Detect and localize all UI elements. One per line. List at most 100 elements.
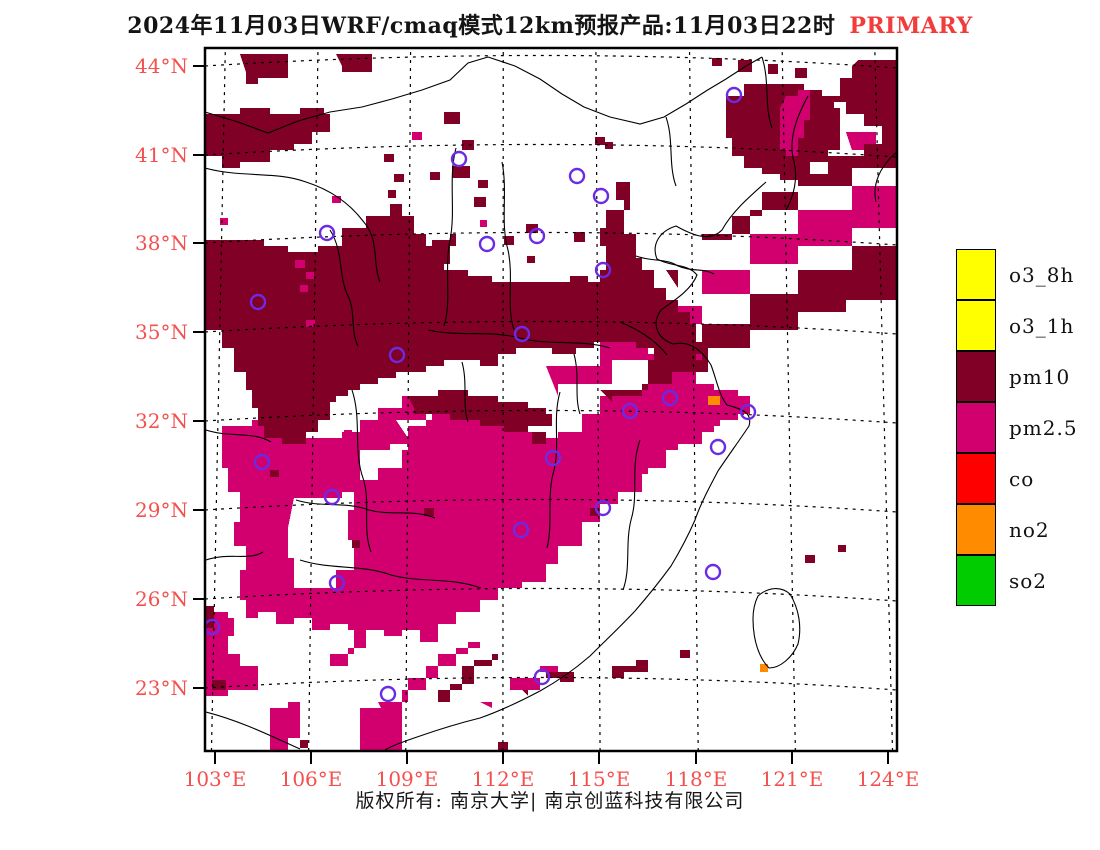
legend-swatch-so2 <box>956 554 996 606</box>
axis-ticks-labels: 44°N 41°N 38°N 35°N 32°N 29°N 26°N 23°N 103°E 106… <box>135 54 919 791</box>
legend-label-o3_8h: o3_8h <box>1009 262 1075 287</box>
lon-label-106°E: 106°E <box>280 767 343 791</box>
province-boundary-1 <box>487 56 763 125</box>
city-marker-3 <box>592 187 610 205</box>
meridian-115°E <box>595 49 601 750</box>
patch-pm2.5-39 <box>412 132 422 140</box>
patch-pm2.5-35 <box>300 285 308 292</box>
lat-label-23°N: 23°N <box>135 676 188 700</box>
city-marker-24 <box>704 563 722 581</box>
patch-pm2.5-38 <box>332 196 341 203</box>
region-pm2.5-6 <box>206 612 258 696</box>
patch-pm10-2 <box>452 166 470 178</box>
patch-pm10-32 <box>498 742 508 750</box>
province-boundary-21 <box>635 255 715 275</box>
city-marker-19 <box>594 499 612 517</box>
city-marker-8 <box>388 346 406 364</box>
map-layers <box>206 54 896 750</box>
patch-pm10-7 <box>388 190 396 198</box>
patch-pm10-24 <box>212 680 226 690</box>
province-boundary-23 <box>573 353 581 415</box>
legend-label-o3_1h: o3_1h <box>1009 313 1075 338</box>
region-pm2.5-11 <box>360 708 402 750</box>
lat-label-32°N: 32°N <box>135 409 188 433</box>
page-title: 2024年11月03日WRF/cmaq模式12km预报产品:11月03日22时 P… <box>0 8 1100 40</box>
city-marker-5 <box>528 227 546 245</box>
province-boundary-15 <box>622 439 641 591</box>
meridian-109°E <box>405 49 412 750</box>
coastline <box>384 181 767 750</box>
patch-pm10-23 <box>206 606 214 628</box>
patch-pm10-11 <box>527 256 535 263</box>
legend-item-no2: no2 <box>956 503 1078 555</box>
title-pollutant-highlight: PRIMARY <box>849 13 973 39</box>
legend-swatch-pm2.5 <box>956 401 996 453</box>
lon-label-103°E: 103°E <box>184 767 247 791</box>
patch-pm10-6 <box>394 174 404 182</box>
city-marker-22 <box>379 685 397 703</box>
province-boundary-0 <box>206 56 489 134</box>
patch-pm2.5-37 <box>220 218 228 225</box>
boundaries <box>206 56 896 750</box>
legend-swatch-o3_1h <box>956 299 996 351</box>
province-boundary-24 <box>461 361 469 423</box>
meridian-121°E <box>781 49 796 750</box>
lat-label-26°N: 26°N <box>135 587 188 611</box>
patch-pm10-3 <box>478 180 488 188</box>
legend-swatch-no2 <box>956 503 996 555</box>
city-marker-1 <box>725 86 743 104</box>
legend-item-o3_8h: o3_8h <box>956 248 1078 300</box>
city-marker-2 <box>568 167 586 185</box>
legend-item-pm10: pm10 <box>956 350 1078 402</box>
city-marker-7 <box>513 325 531 343</box>
region-pm10-28 <box>522 672 564 696</box>
province-boundary-9 <box>206 167 381 283</box>
city-marker-4 <box>478 235 496 253</box>
lon-label-121°E: 121°E <box>761 767 824 791</box>
legend-item-o3_1h: o3_1h <box>956 299 1078 351</box>
patch-pm2.5-36 <box>306 320 315 327</box>
region-pm10-29 <box>612 660 648 678</box>
patch-pm10-8 <box>474 197 486 207</box>
legend-swatch-pm10 <box>956 350 996 402</box>
region-pm10-21 <box>336 54 372 72</box>
region-white-15 <box>360 444 408 480</box>
patch-pm2.5-34 <box>306 272 314 279</box>
region-pm10-19 <box>206 108 330 168</box>
pollutant-legend: o3_8h o3_1h pm10 pm2.5 co no2 so2 <box>956 248 1078 606</box>
patch-pm10-22 <box>590 508 598 516</box>
legend-item-co: co <box>956 452 1078 504</box>
meridian-106°E <box>308 49 319 750</box>
city-marker-17 <box>544 449 562 467</box>
province-boundary-19 <box>206 551 264 561</box>
patch-pm10-31 <box>300 740 308 748</box>
lat-label-44°N: 44°N <box>135 54 188 78</box>
parallel-44°N <box>206 54 896 69</box>
province-boundary-20 <box>206 711 301 750</box>
patch-pm10-5 <box>384 154 394 162</box>
lon-label-115°E: 115°E <box>568 767 631 791</box>
patch-pm10-18 <box>795 68 807 78</box>
meridian-103°E <box>210 49 226 750</box>
region-white-14 <box>288 492 354 588</box>
patch-pm10-0 <box>444 112 460 124</box>
map-frame <box>203 46 899 753</box>
patch-pm10-13 <box>595 137 605 145</box>
region-pm2.5-7 <box>270 702 300 750</box>
region-pm2.5-10 <box>480 666 558 708</box>
legend-item-so2: so2 <box>956 554 1078 606</box>
lat-label-38°N: 38°N <box>135 231 188 255</box>
province-boundary-2 <box>761 56 773 129</box>
legend-label-so2: so2 <box>1009 568 1048 593</box>
lat-label-29°N: 29°N <box>135 498 188 522</box>
patch-pm10-25 <box>352 540 360 548</box>
patch-pm10-30 <box>838 545 846 552</box>
province-boundary-18 <box>206 429 272 443</box>
patch-pm10-15 <box>616 182 630 200</box>
patch-pm10-17 <box>768 64 778 74</box>
meridian-118°E <box>688 49 699 750</box>
city-marker-14 <box>709 438 727 456</box>
province-boundary-3 <box>785 95 809 211</box>
title-text: 2024年11月03日WRF/cmaq模式12km预报产品:11月03日22时 <box>127 13 836 39</box>
patch-pm2.5-41 <box>344 430 352 437</box>
